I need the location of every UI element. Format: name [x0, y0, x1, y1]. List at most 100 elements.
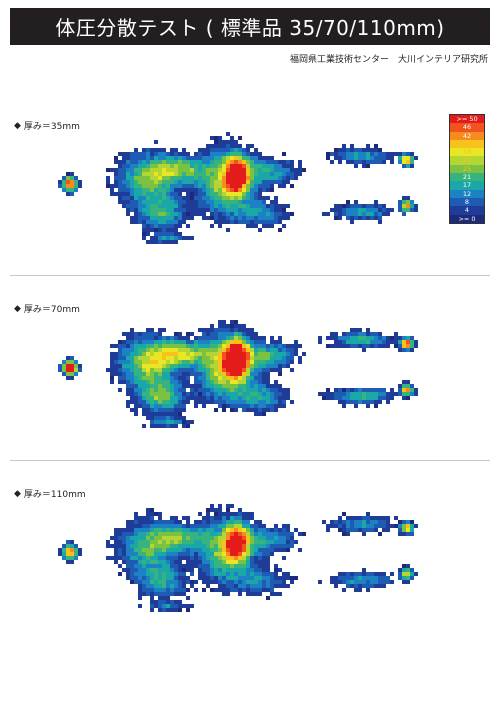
heat-cell: [174, 392, 178, 396]
heat-cell: [262, 404, 266, 408]
heat-cell: [202, 564, 206, 568]
heat-cell: [210, 400, 214, 404]
heat-cell: [354, 200, 358, 204]
heat-cell: [186, 368, 190, 372]
heat-cell: [406, 568, 410, 572]
heat-cell: [278, 176, 282, 180]
heat-cell: [202, 200, 206, 204]
heat-cell: [118, 360, 122, 364]
heat-cell: [342, 400, 346, 404]
heat-cell: [234, 580, 238, 584]
heat-cell: [226, 152, 230, 156]
heat-cell: [206, 544, 210, 548]
heat-cell: [138, 536, 142, 540]
heat-cell: [166, 372, 170, 376]
heat-cell: [378, 148, 382, 152]
heat-cell: [242, 372, 246, 376]
heat-cell: [150, 328, 154, 332]
heat-cell: [234, 564, 238, 568]
heat-cell: [130, 160, 134, 164]
heat-cell: [186, 396, 190, 400]
heat-cell: [266, 588, 270, 592]
heat-cell: [178, 208, 182, 212]
heat-cell: [210, 524, 214, 528]
heat-cell: [70, 356, 74, 360]
heat-cell: [218, 588, 222, 592]
heat-cell: [246, 560, 250, 564]
heat-cell: [206, 192, 210, 196]
heat-cell: [286, 172, 290, 176]
heat-cell: [122, 548, 126, 552]
heat-cell: [146, 152, 150, 156]
heat-cell: [362, 208, 366, 212]
heat-cell: [238, 336, 242, 340]
heat-cell: [262, 220, 266, 224]
heat-cell: [206, 336, 210, 340]
heat-cell: [398, 572, 402, 576]
heat-cell: [142, 412, 146, 416]
heat-cell: [194, 340, 198, 344]
heat-cell: [210, 212, 214, 216]
heat-cell: [254, 224, 258, 228]
heat-cell: [190, 368, 194, 372]
heat-cell: [154, 592, 158, 596]
heat-cell: [170, 196, 174, 200]
heat-cell: [358, 576, 362, 580]
heat-cell: [354, 588, 358, 592]
heat-cell: [386, 580, 390, 584]
heat-cell: [214, 136, 218, 140]
heat-cell: [266, 540, 270, 544]
heat-cell: [218, 360, 222, 364]
legend-level: 17: [450, 181, 484, 190]
heat-cell: [158, 596, 162, 600]
heat-cell: [146, 524, 150, 528]
heat-cell: [206, 156, 210, 160]
heat-cell: [146, 376, 150, 380]
heat-cell: [278, 544, 282, 548]
heat-cell: [186, 524, 190, 528]
heat-cell: [366, 396, 370, 400]
heat-cell: [178, 152, 182, 156]
heat-cell: [218, 156, 222, 160]
heat-cell: [274, 528, 278, 532]
heat-cell: [158, 396, 162, 400]
heat-cell: [226, 160, 230, 164]
heat-cell: [134, 372, 138, 376]
heat-cell: [346, 152, 350, 156]
heat-cell: [242, 356, 246, 360]
heat-cell: [198, 156, 202, 160]
heat-cell: [158, 516, 162, 520]
heat-cell: [250, 580, 254, 584]
heat-cell: [174, 372, 178, 376]
heat-cell: [182, 572, 186, 576]
heat-cell: [174, 220, 178, 224]
heat-cell: [182, 348, 186, 352]
heat-cell: [130, 336, 134, 340]
heat-cell: [134, 344, 138, 348]
heat-cell: [134, 184, 138, 188]
heat-cell: [262, 208, 266, 212]
heat-cell: [166, 344, 170, 348]
heat-cell: [66, 548, 70, 552]
heat-cell: [174, 564, 178, 568]
heat-cell: [174, 336, 178, 340]
heat-cell: [378, 208, 382, 212]
heat-cell: [254, 340, 258, 344]
heat-cell: [174, 536, 178, 540]
heat-cell: [186, 236, 190, 240]
heat-cell: [254, 536, 258, 540]
heat-cell: [374, 516, 378, 520]
heat-cell: [138, 168, 142, 172]
heat-cell: [238, 580, 242, 584]
heat-cell: [142, 540, 146, 544]
heat-cell: [146, 564, 150, 568]
heat-cell: [234, 576, 238, 580]
heat-cell: [258, 388, 262, 392]
heat-cell: [182, 588, 186, 592]
heat-cell: [202, 172, 206, 176]
heat-cell: [262, 200, 266, 204]
heat-cell: [146, 368, 150, 372]
heat-cell: [246, 568, 250, 572]
heat-cell: [366, 160, 370, 164]
heat-cell: [238, 212, 242, 216]
